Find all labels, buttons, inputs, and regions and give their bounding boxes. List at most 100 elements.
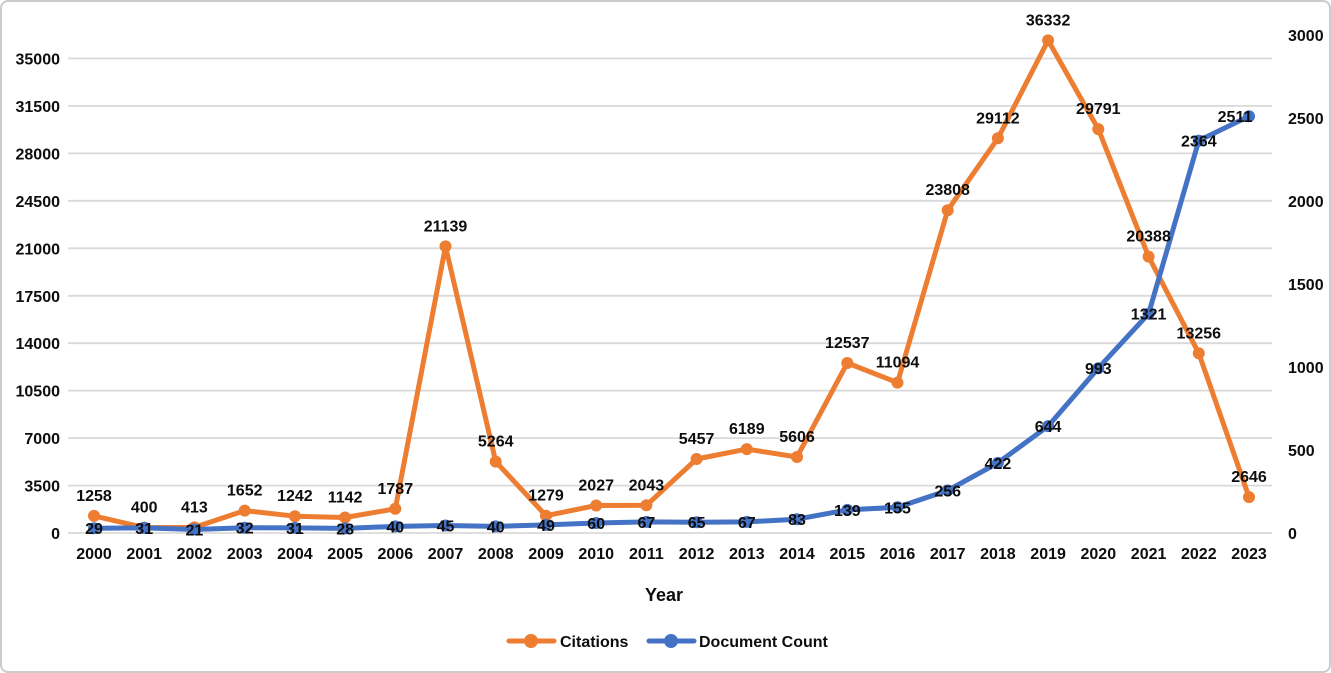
citations-marker (238, 504, 251, 517)
x-axis-tick-label: 2017 (930, 546, 966, 563)
document-count-marker (540, 518, 552, 531)
document-count-data-label: 29 (85, 521, 103, 538)
x-axis-tick-label: 2018 (980, 546, 1016, 563)
document-count-data-label: 644 (1035, 419, 1062, 436)
citations-data-label: 23808 (925, 182, 970, 199)
document-count-data-label: 1321 (1131, 307, 1167, 324)
citations-marker (941, 204, 954, 217)
citations-marker (389, 502, 402, 515)
document-count-marker (941, 484, 954, 497)
left-axis-tick-label: 14000 (16, 336, 61, 353)
document-count-marker (439, 519, 452, 532)
citations-marker (288, 510, 301, 523)
document-count-data-label: 155 (884, 500, 911, 517)
document-count-marker (1243, 110, 1255, 123)
left-axis-tick-label: 0 (51, 526, 60, 543)
left-axis-labels-layer: 0 3500 7000 10500 14000 17500 21000 24500 28000 3… (16, 52, 61, 544)
left-axis-tick-label: 28000 (16, 146, 61, 163)
document-count-marker (389, 520, 402, 533)
x-axis-tick-label: 2009 (528, 546, 564, 563)
right-axis-labels-layer: 0 500 1000 1500 2000 2500 3000 (1288, 28, 1324, 543)
citations-marker (1042, 34, 1055, 47)
document-count-data-label: 139 (834, 503, 861, 520)
document-count-marker (238, 521, 251, 534)
document-count-marker (1092, 362, 1105, 375)
citations-marker (991, 132, 1004, 145)
x-axis-tick-label: 2011 (629, 546, 664, 563)
legend-item-citations: Citations (506, 634, 629, 651)
right-axis-tick-label: 2000 (1288, 194, 1324, 211)
document-count-data-label: 65 (688, 515, 706, 532)
left-axis-tick-label: 10500 (16, 384, 61, 401)
citations-data-label: 2043 (629, 477, 665, 494)
citations-data-label: 12537 (825, 335, 870, 352)
gridlines-layer (68, 57, 1272, 534)
x-axis-tick-label: 2013 (729, 546, 765, 563)
citations-marker (489, 455, 502, 468)
citations-marker (791, 451, 803, 463)
citations-data-label: 1258 (76, 488, 112, 505)
x-axis-tick-label: 2002 (177, 546, 213, 563)
document-count-marker (288, 521, 301, 534)
document-count-marker (1142, 307, 1155, 320)
left-axis-tick-label: 31500 (16, 99, 61, 116)
citations-marker (339, 511, 352, 524)
x-axis-tick-label: 2019 (1030, 546, 1066, 563)
x-axis-tick-label: 2016 (880, 546, 916, 563)
x-axis-tick-label: 2012 (679, 546, 715, 563)
citations-data-label: 400 (131, 500, 158, 517)
document-count-marker (138, 521, 151, 534)
document-count-data-label: 49 (537, 518, 555, 535)
citations-marker (1142, 250, 1155, 263)
document-count-data-label: 45 (437, 519, 455, 536)
citations-marker (88, 509, 100, 522)
document-count-line (91, 113, 1252, 532)
x-axis-tick-label: 2001 (126, 546, 162, 563)
citations-legend-label: Citations (560, 634, 629, 651)
citations-marker (841, 357, 854, 369)
right-axis-tick-label: 2500 (1288, 111, 1324, 128)
document-count-marker (791, 513, 803, 526)
citations-data-label: 1279 (528, 488, 564, 505)
series-layer (88, 34, 1255, 536)
x-axis-tick-label: 2021 (1131, 546, 1167, 563)
document-count-marker (188, 523, 201, 536)
citations-data-label: 36332 (1026, 12, 1071, 29)
citations-line (91, 37, 1252, 531)
citations-marker (740, 443, 753, 456)
document-count-data-label: 40 (386, 519, 404, 536)
document-count-marker (640, 515, 653, 528)
citations-marker (1192, 347, 1205, 360)
document-count-data-label: 60 (587, 516, 605, 533)
x-axis-tick-label: 2007 (428, 546, 464, 563)
citations-data-label: 2027 (578, 478, 614, 495)
document-count-legend-label: Document Count (699, 634, 829, 651)
document-count-data-label: 2511 (1218, 109, 1253, 126)
citations-data-label: 29791 (1076, 101, 1121, 118)
document-count-marker (740, 515, 753, 528)
document-count-legend-marker-icon (664, 634, 678, 648)
right-axis-tick-label: 500 (1288, 443, 1315, 460)
citations-marker (640, 499, 653, 512)
x-axis-tick-label: 2000 (76, 546, 112, 563)
document-count-marker (1192, 134, 1205, 147)
x-axis-tick-label: 2005 (327, 546, 363, 563)
document-count-marker (489, 520, 502, 533)
citations-data-label: 6189 (729, 421, 765, 438)
left-axis-tick-label: 35000 (16, 52, 61, 69)
citations-data-label: 1787 (378, 481, 414, 498)
document-count-data-label: 67 (638, 515, 656, 532)
x-axis-tick-label: 2022 (1181, 546, 1217, 563)
x-axis-tick-label: 2014 (779, 546, 815, 563)
document-count-data-label: 40 (487, 519, 505, 536)
citations-marker (690, 453, 703, 465)
x-axis-tick-label: 2015 (830, 546, 866, 563)
x-axis-title: Year (645, 585, 683, 605)
citations-data-label: 5457 (679, 431, 715, 448)
citations-data-label: 1242 (277, 488, 313, 505)
document-count-marker (88, 522, 100, 535)
x-axis-tick-label: 2006 (378, 546, 414, 563)
